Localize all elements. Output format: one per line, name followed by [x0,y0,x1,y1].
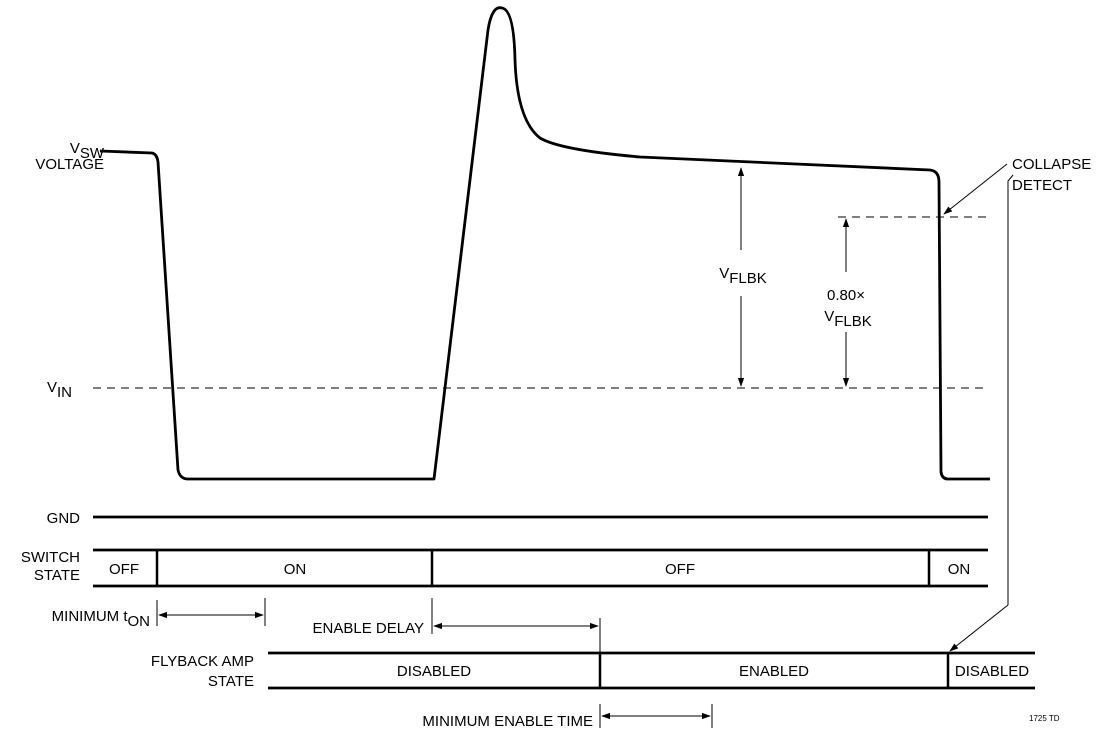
voltage-label: VOLTAGE [35,156,104,173]
ratio-vflbk-label: VFLBK [824,308,872,330]
vsw-waveform [99,6,990,481]
flyback-state-label: STATE [208,673,254,690]
switch-state-label: STATE [34,567,80,584]
minimum-enable-time-label: MINIMUM ENABLE TIME [422,713,593,730]
detect-label: DETECT [1012,177,1072,194]
gnd-label: GND [47,510,81,527]
switch-state-off: OFF [665,561,695,578]
switch-state-off: OFF [109,561,139,578]
collapse-pointer-to-amp-state [1007,174,1014,605]
ratio-label: 0.80× [827,287,865,304]
collapse-pointer-to-waveform [943,163,1008,215]
vin-label: VIN [47,379,72,401]
vsw-label: VSW [70,140,105,162]
collapse-label: COLLAPSE [1012,156,1091,173]
switch-state-on: ON [284,561,307,578]
amp-state-disabled: DISABLED [955,663,1029,680]
switch-state-on: ON [948,561,971,578]
minimum-ton-label: MINIMUM tON [52,608,150,630]
amp-state-enabled: ENABLED [739,663,809,680]
switch-label: SWITCH [21,549,80,566]
collapse-pointer-diagonal [949,604,1009,652]
enable-delay-label: ENABLE DELAY [313,620,424,637]
vflbk-label: VFLBK [719,265,767,287]
flyback-amp-label: FLYBACK AMP [151,653,254,670]
figure-id: 1725 TD [1029,714,1060,723]
amp-state-disabled: DISABLED [397,663,471,680]
